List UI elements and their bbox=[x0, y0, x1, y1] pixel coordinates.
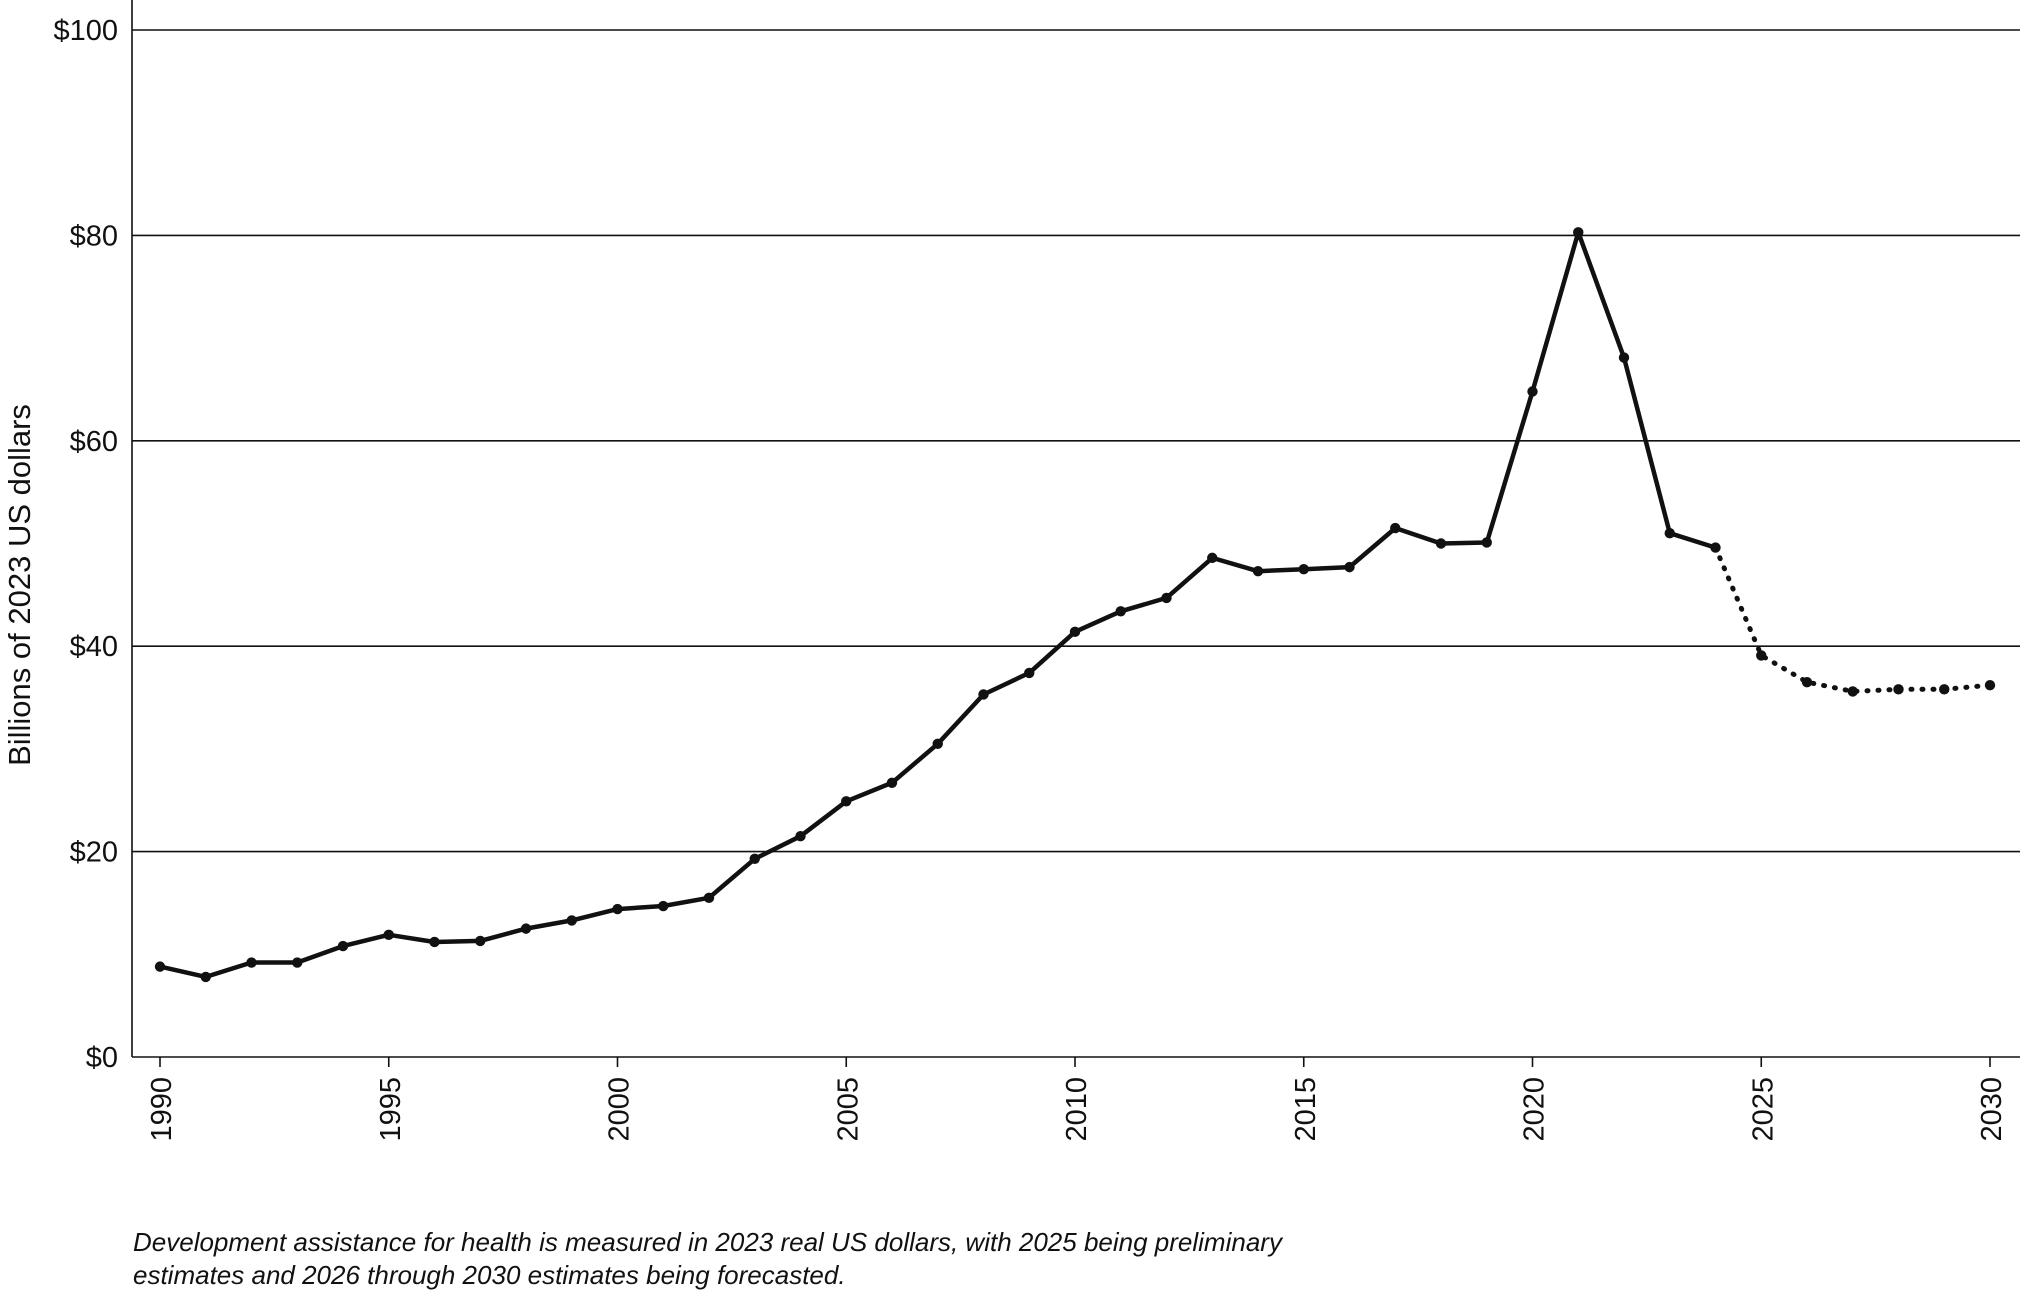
data-point-2006 bbox=[886, 777, 898, 788]
y-tick-label: $20 bbox=[70, 837, 118, 869]
chart-footnote: Development assistance for health is mea… bbox=[133, 1227, 1282, 1290]
data-point-2023 bbox=[1664, 528, 1675, 539]
data-point-2011 bbox=[1115, 606, 1126, 617]
data-point-2010 bbox=[1069, 626, 1081, 638]
forecast-series-line bbox=[1713, 545, 1993, 694]
data-point-2020 bbox=[1527, 386, 1538, 397]
x-tick-label: 2020 bbox=[1519, 1077, 1551, 1142]
x-tick-label: 1990 bbox=[146, 1077, 178, 1142]
data-point-2025 bbox=[1756, 650, 1767, 661]
data-point-2003 bbox=[749, 853, 760, 864]
data-point-2007 bbox=[932, 738, 943, 749]
data-point-2026 bbox=[1801, 676, 1813, 688]
x-tick-label: 2010 bbox=[1061, 1077, 1093, 1142]
data-point-2015 bbox=[1298, 563, 1309, 575]
y-axis-title: Billions of 2023 US dollars bbox=[2, 404, 37, 766]
historical-series-line bbox=[157, 230, 1718, 980]
data-point-2018 bbox=[1435, 538, 1447, 549]
data-point-1993 bbox=[292, 957, 303, 968]
data-point-1996 bbox=[429, 936, 440, 948]
x-tick-label: 2005 bbox=[832, 1077, 864, 1142]
data-point-2021 bbox=[1573, 227, 1584, 238]
y-tick-label: $100 bbox=[53, 15, 118, 47]
data-point-2028 bbox=[1893, 684, 1904, 695]
data-point-2005 bbox=[841, 796, 852, 807]
data-point-2027 bbox=[1847, 686, 1858, 697]
y-tick-label: $60 bbox=[70, 426, 118, 458]
y-tick-label: $0 bbox=[86, 1042, 118, 1074]
data-point-1992 bbox=[246, 957, 257, 968]
x-axis: 1990 1995 2000 2005 2010 2015 2020 2025 2030 bbox=[132, 1056, 2020, 1142]
data-point-2004 bbox=[795, 830, 806, 842]
data-point-2017 bbox=[1390, 522, 1401, 534]
x-tick-label: 1995 bbox=[375, 1077, 407, 1142]
data-point-2013 bbox=[1207, 552, 1218, 564]
y-tick-label: $80 bbox=[70, 220, 118, 252]
x-tick-label: 2000 bbox=[604, 1077, 636, 1142]
data-point-2000 bbox=[612, 903, 623, 915]
data-point-1997 bbox=[475, 935, 486, 947]
data-point-1998 bbox=[520, 923, 532, 934]
x-tick-label: 2025 bbox=[1747, 1077, 1779, 1142]
series bbox=[154, 227, 1996, 983]
data-point-2009 bbox=[1024, 667, 1035, 679]
data-point-2012 bbox=[1161, 592, 1172, 604]
y-axis: $0 $20 $40 $60 $80 $100 bbox=[53, 0, 133, 1074]
data-point-2029 bbox=[1939, 684, 1950, 695]
data-point-2022 bbox=[1618, 352, 1630, 363]
x-tick-label: 2030 bbox=[1976, 1077, 2008, 1142]
x-tick-label: 2015 bbox=[1290, 1077, 1322, 1142]
data-point-2002 bbox=[703, 892, 715, 904]
gridlines bbox=[132, 29, 2020, 853]
data-point-2014 bbox=[1252, 566, 1264, 577]
data-point-2008 bbox=[978, 689, 989, 700]
data-point-2016 bbox=[1344, 561, 1355, 573]
data-point-1994 bbox=[337, 940, 349, 952]
data-point-1995 bbox=[383, 929, 394, 940]
data-point-1991 bbox=[200, 971, 211, 983]
data-point-2024 bbox=[1710, 542, 1721, 553]
data-point-1999 bbox=[566, 915, 577, 926]
data-point-1990 bbox=[154, 961, 166, 972]
data-point-2019 bbox=[1481, 537, 1492, 548]
y-tick-label: $40 bbox=[70, 631, 118, 663]
data-point-2030 bbox=[1984, 680, 1996, 691]
data-point-2001 bbox=[658, 900, 669, 912]
